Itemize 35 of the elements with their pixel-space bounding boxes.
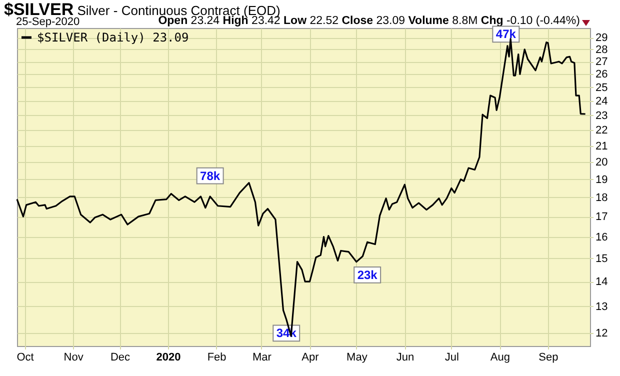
text: 25-Sep-2020	[16, 16, 80, 28]
y-tick-label: 25	[596, 82, 608, 94]
x-tick-label: Aug	[490, 352, 510, 364]
x-tick-label: Jul	[444, 352, 459, 364]
x-tick-label: May	[346, 352, 368, 364]
x-tick-label: Feb	[207, 352, 226, 364]
y-tick-label: 19	[596, 174, 608, 186]
y-tick-label: 28	[596, 44, 608, 56]
y-tick-label: 20	[596, 156, 608, 169]
y-tick-label: 22	[596, 124, 608, 137]
y-tick-label: 12	[596, 328, 608, 340]
annotation: 23k	[357, 268, 378, 282]
x-tick-label: Mar	[252, 352, 272, 364]
x-tick-label: Jun	[396, 352, 414, 364]
y-tick-label: 18	[596, 192, 608, 204]
x-tick-label: Apr	[302, 352, 320, 364]
y-tick-label: 13	[596, 300, 608, 313]
x-tick-label: Nov	[64, 352, 84, 364]
y-tick-label: 24	[596, 96, 608, 108]
y-tick-label: 23	[596, 110, 608, 122]
y-tick-label: 17	[596, 211, 608, 224]
legend-label: $SILVER (Daily) 23.09	[37, 30, 189, 44]
x-tick-label: Oct	[16, 352, 34, 364]
y-tick-label: 27	[596, 56, 608, 68]
y-tick-label: 15	[596, 252, 608, 265]
x-tick-label: Dec	[110, 352, 131, 364]
y-tick-label: 26	[596, 68, 608, 81]
annotation: 47k	[496, 27, 516, 42]
y-tick-label: 29	[596, 32, 608, 44]
y-tick-label: 16	[596, 231, 608, 244]
x-tick-label: Sep	[538, 352, 558, 364]
annotation: 78k	[200, 168, 220, 183]
y-tick-label: 14	[596, 276, 608, 288]
y-tick-label: 21	[596, 140, 608, 152]
x-tick-label: 2020	[156, 352, 181, 364]
